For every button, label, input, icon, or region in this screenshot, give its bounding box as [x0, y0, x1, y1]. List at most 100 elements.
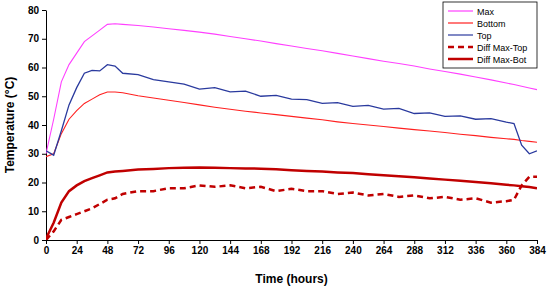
x-tick-label: 96 [164, 245, 176, 256]
y-axis-title: Temperature (°C) [3, 77, 17, 174]
legend-label: Max [477, 7, 495, 17]
legend-swatch [448, 46, 473, 49]
x-tick: 336 [468, 240, 485, 256]
y-tick-mark [42, 183, 46, 184]
x-tick-label: 120 [192, 245, 209, 256]
x-tick-label: 360 [498, 245, 515, 256]
x-tick: 264 [376, 240, 393, 256]
x-tick: 96 [164, 240, 176, 256]
x-tick-label: 288 [406, 245, 423, 256]
x-tick: 384 [529, 240, 546, 256]
x-tick: 24 [72, 240, 84, 256]
x-tick-mark [107, 240, 108, 244]
x-tick-label: 24 [72, 245, 84, 256]
y-tick-label: 60 [28, 62, 40, 73]
x-tick: 72 [133, 240, 145, 256]
y-tick: 40 [28, 120, 46, 131]
series-line [46, 92, 537, 157]
x-tick-mark [46, 240, 47, 244]
x-tick: 48 [102, 240, 114, 256]
legend-label: Diff Max-Top [477, 43, 527, 53]
legend-label: Diff Max-Bot [477, 55, 527, 65]
x-tick-mark [537, 240, 538, 244]
x-tick-mark [292, 240, 293, 244]
x-tick-mark [261, 240, 262, 244]
x-tick-mark [506, 240, 507, 244]
y-tick-mark [42, 125, 46, 126]
x-tick-mark [445, 240, 446, 244]
y-tick-label: 10 [28, 206, 40, 217]
x-tick-label: 48 [102, 245, 114, 256]
x-tick-mark [138, 240, 139, 244]
x-tick-label: 336 [468, 245, 485, 256]
legend-label: Bottom [477, 19, 506, 29]
y-tick-label: 20 [28, 177, 40, 188]
x-tick: 240 [345, 240, 362, 256]
x-tick: 144 [222, 240, 239, 256]
x-tick-mark [230, 240, 231, 244]
x-tick: 0 [44, 240, 50, 256]
y-tick-mark [42, 10, 46, 11]
legend: Max Bottom Top Diff Max-Top Diff Max-Bot [443, 2, 537, 68]
chart: 0 24 48 72 96 120 144 168 192 216 240 264 288 312 336 3… [0, 0, 552, 295]
x-tick-label: 312 [437, 245, 454, 256]
y-axis: 0 10 20 30 40 50 60 70 80 [28, 5, 47, 246]
legend-swatch [448, 58, 473, 61]
x-tick: 360 [498, 240, 515, 256]
legend-swatch [448, 34, 473, 35]
x-tick: 120 [192, 240, 209, 256]
x-tick-label: 240 [345, 245, 362, 256]
x-tick-label: 168 [253, 245, 270, 256]
x-tick-label: 72 [133, 245, 145, 256]
x-tick: 192 [284, 240, 301, 256]
y-tick-mark [42, 211, 46, 212]
x-tick-mark [384, 240, 385, 244]
x-tick-mark [353, 240, 354, 244]
x-tick: 216 [314, 240, 331, 256]
x-tick-label: 264 [376, 245, 393, 256]
y-tick-mark [42, 240, 46, 241]
y-tick-mark [42, 68, 46, 69]
y-tick: 10 [28, 206, 46, 217]
y-tick: 70 [28, 33, 46, 44]
x-axis: 0 24 48 72 96 120 144 168 192 216 240 264 288 312 336 3… [44, 240, 547, 256]
y-tick-mark [42, 96, 46, 97]
y-tick: 50 [28, 91, 46, 102]
x-tick-mark [322, 240, 323, 244]
x-axis-title: Time (hours) [255, 272, 327, 286]
y-tick-label: 50 [28, 91, 40, 102]
x-tick-mark [414, 240, 415, 244]
y-tick: 30 [28, 148, 46, 159]
x-tick: 288 [406, 240, 423, 256]
series-line [46, 65, 537, 156]
x-tick-mark [476, 240, 477, 244]
legend-label: Top [477, 31, 492, 41]
x-tick-mark [199, 240, 200, 244]
x-tick-label: 144 [222, 245, 239, 256]
y-tick: 0 [33, 235, 46, 246]
x-tick-label: 384 [529, 245, 546, 256]
y-tick: 20 [28, 177, 46, 188]
x-tick: 312 [437, 240, 454, 256]
x-tick: 168 [253, 240, 270, 256]
x-tick-label: 216 [314, 245, 331, 256]
y-tick-label: 40 [28, 120, 40, 131]
y-tick-label: 0 [33, 235, 39, 246]
legend-swatch [448, 10, 473, 11]
x-tick-mark [77, 240, 78, 244]
y-tick-label: 80 [28, 5, 40, 16]
y-tick-mark [42, 154, 46, 155]
y-tick-label: 30 [28, 148, 40, 159]
y-tick: 60 [28, 62, 46, 73]
legend-swatch [448, 22, 473, 23]
series-line [46, 168, 537, 239]
y-tick-label: 70 [28, 33, 40, 44]
x-tick-mark [169, 240, 170, 244]
y-axis-line [46, 11, 47, 241]
series-line [46, 177, 537, 240]
x-tick-label: 0 [44, 245, 50, 256]
y-tick-mark [42, 39, 46, 40]
y-tick: 80 [28, 5, 46, 16]
legend-box [443, 2, 537, 68]
x-tick-label: 192 [284, 245, 301, 256]
